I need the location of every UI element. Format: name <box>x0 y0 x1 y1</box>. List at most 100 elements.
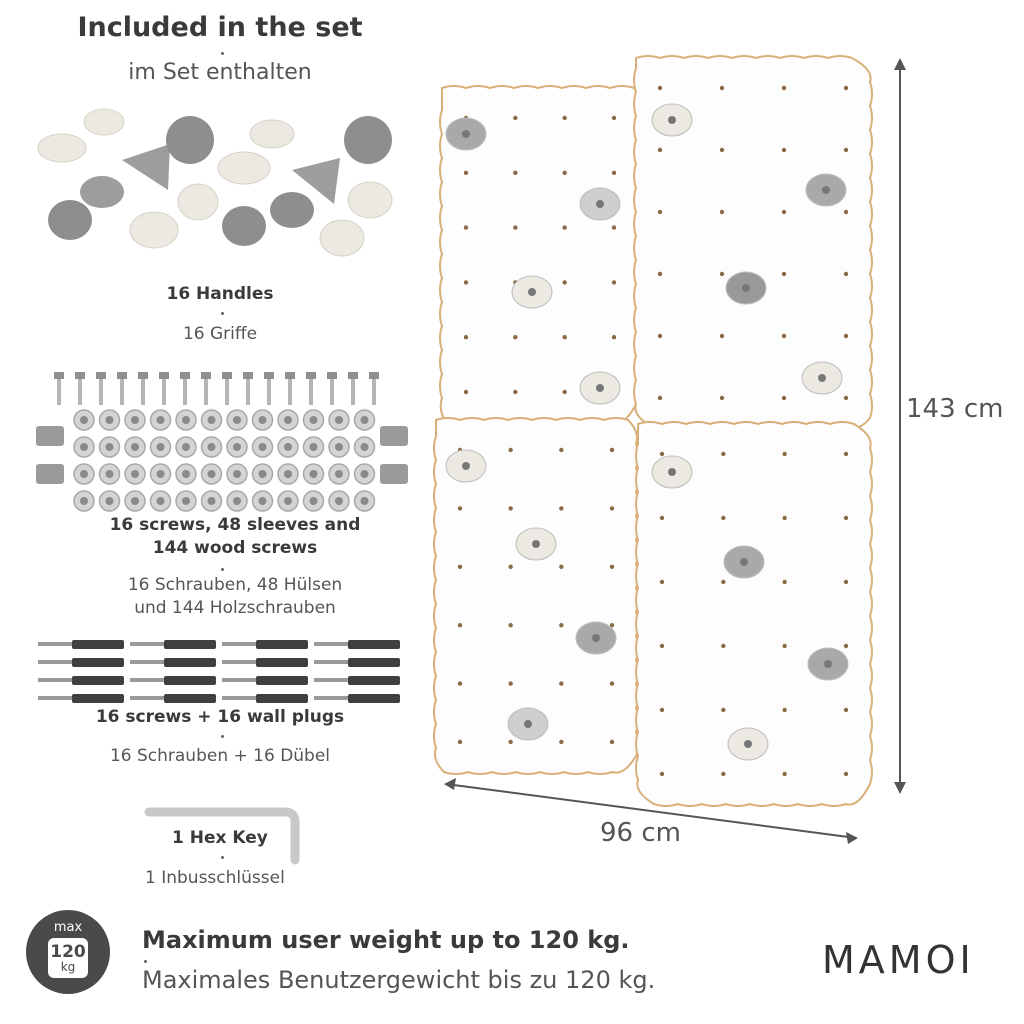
mount-hole <box>721 451 726 457</box>
sleeve-icon <box>360 470 369 478</box>
screw-icon <box>38 678 74 682</box>
bolt-icon <box>327 372 337 379</box>
wall-plugs-illustration <box>38 640 400 703</box>
mount-hole <box>843 451 849 457</box>
mount-hole <box>781 333 787 339</box>
mount-hole <box>659 771 665 777</box>
sleeve-icon <box>233 470 241 478</box>
mount-hole <box>508 506 513 511</box>
hold-bolt <box>462 130 470 138</box>
mount-hole <box>508 739 513 745</box>
sleeve-icon <box>233 497 241 505</box>
item-hexkey-de: 1 Inbusschlüssel <box>145 868 285 888</box>
mount-hole <box>609 447 615 453</box>
separator-dot <box>221 312 224 315</box>
mount-hole <box>659 579 665 585</box>
separator-dot <box>144 960 147 963</box>
screw-icon <box>38 696 74 700</box>
width-label: 96 cm <box>600 818 681 848</box>
screw-icon <box>130 642 166 646</box>
sleeve-icon <box>360 443 369 451</box>
mount-hole <box>721 643 726 649</box>
screw-icon <box>130 660 166 664</box>
screw-icon <box>222 678 258 682</box>
mount-hole <box>659 515 665 521</box>
bolt-icon <box>54 372 64 379</box>
sleeve-icon <box>105 470 114 478</box>
hold-bolt <box>462 462 470 470</box>
bolt-icon <box>369 372 379 379</box>
mount-hole <box>659 707 665 713</box>
mount-hole <box>719 209 725 215</box>
sleeve-icon <box>207 470 216 478</box>
bolt-icon <box>267 379 271 405</box>
mount-hole <box>719 395 725 401</box>
bolt-icon <box>264 372 274 379</box>
bolt-icon <box>99 379 103 405</box>
hold-bolt <box>742 284 750 292</box>
wall-plug-icon <box>72 694 124 703</box>
sleeve-icon <box>131 416 139 424</box>
hold-bolt <box>596 200 604 208</box>
mount-hole <box>719 147 725 153</box>
hold-bolt <box>740 558 748 566</box>
bolt-icon <box>78 379 82 405</box>
mount-hole <box>513 170 518 175</box>
separator-dot <box>221 856 224 859</box>
weight-badge-max: max <box>53 920 83 935</box>
item-screws-en-line1: 16 screws, 48 sleeves and <box>109 515 361 535</box>
sleeve-icon <box>360 497 369 505</box>
mount-hole <box>782 643 787 649</box>
sleeve-icon <box>258 470 267 478</box>
sleeve-icon <box>131 470 139 478</box>
mount-hole <box>782 579 787 585</box>
mount-hole <box>721 771 726 777</box>
wall-plug-icon <box>72 640 124 649</box>
weight-badge-value: 120 <box>50 942 86 962</box>
mount-hole <box>781 395 787 401</box>
mount-hole <box>657 147 663 153</box>
mount-hole <box>659 451 665 457</box>
hold-bolt <box>528 288 536 296</box>
sleeve-icon <box>80 416 88 424</box>
mount-hole <box>562 115 567 121</box>
screw-icon <box>130 696 166 700</box>
sleeve-icon <box>131 443 139 451</box>
mount-hole <box>559 447 564 453</box>
mount-hole <box>657 395 663 401</box>
bolt-icon <box>288 379 292 405</box>
hold-bolt <box>532 540 540 548</box>
mount-hole <box>457 564 463 569</box>
mount-hole <box>721 579 726 585</box>
bolt-icon <box>201 372 211 379</box>
hold-bolt <box>822 186 830 194</box>
item-plugs-de: 16 Schrauben + 16 Dübel <box>109 746 331 766</box>
mount-hole <box>843 707 849 713</box>
mount-hole <box>782 451 787 457</box>
mount-hole <box>559 681 564 686</box>
item-hexkey-en: 1 Hex Key <box>172 828 268 848</box>
wall-plug-icon <box>164 658 216 667</box>
screw-icon <box>314 660 350 664</box>
sleeve-icon <box>309 497 318 505</box>
height-label: 143 cm <box>906 394 1004 424</box>
sleeve-icon <box>182 470 190 478</box>
mount-hole <box>781 147 787 153</box>
sleeve-icon <box>80 470 88 478</box>
mount-hole <box>719 333 725 339</box>
bolt-icon <box>372 379 376 405</box>
sleeve-icon <box>156 443 165 451</box>
brand-logo: MAMOI <box>822 938 975 982</box>
sleeve-icon <box>182 416 190 424</box>
screw-icon <box>38 660 74 664</box>
screw-icon <box>222 660 258 664</box>
sleeve-icon <box>258 443 267 451</box>
bolt-icon <box>141 379 145 405</box>
mount-hole <box>508 564 513 569</box>
separator-dot <box>221 52 224 55</box>
mount-hole <box>508 447 513 453</box>
mount-hole <box>611 115 617 121</box>
wall-plug-icon <box>164 676 216 685</box>
mount-hole <box>843 85 849 91</box>
bolt-icon <box>246 379 250 405</box>
